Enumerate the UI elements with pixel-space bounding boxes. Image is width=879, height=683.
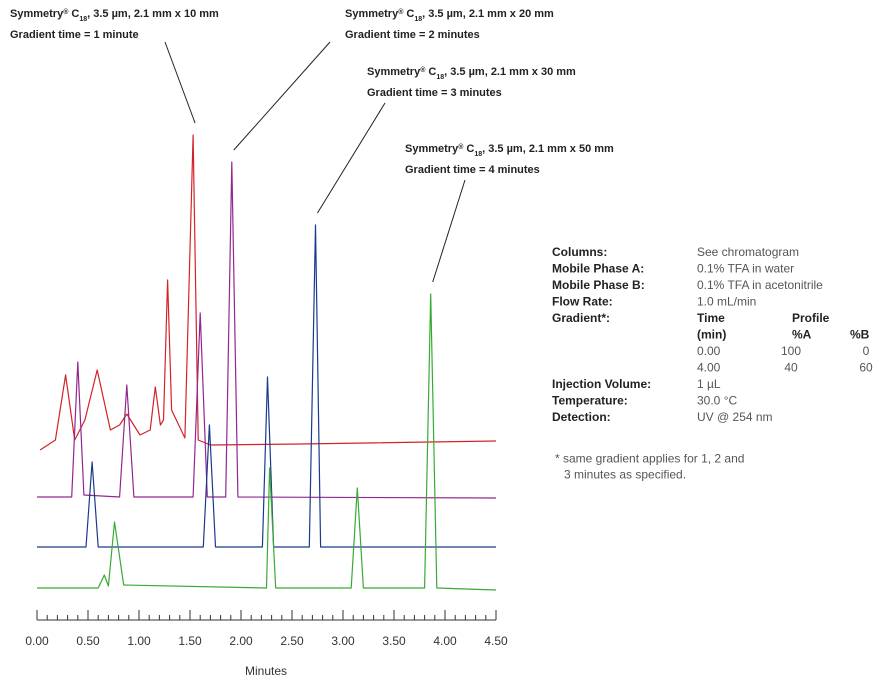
gradient-cell: 0 [863,344,870,358]
gradient-cell: 60 [859,361,873,375]
annotation-text: C [71,8,79,20]
annotation-text: C [466,143,474,155]
gradient-cell: 4.00 [697,361,721,375]
condition-value: 0.1% TFA in acetonitrile [697,278,823,292]
condition-label: Flow Rate: [552,295,613,309]
leader-line [164,41,196,124]
condition-value: 0.1% TFA in water [697,262,794,276]
condition-value: 1.0 mL/min [697,295,756,309]
gradient-cell: 40 [784,361,798,375]
gradient-header: Profile [792,311,830,325]
condition-value: 1 µL [697,377,721,391]
annotation: Gradient time = 4 minutes [405,164,540,176]
annotation-text: 18 [414,16,422,23]
x-tick-label: 2.00 [229,634,253,648]
annotation-text: C [406,8,414,20]
x-tick-label: 1.00 [127,634,151,648]
condition-value: UV @ 254 nm [697,410,773,424]
annotation: Gradient time = 3 minutes [367,87,502,99]
annotation-text: Symmetry [405,143,459,155]
trace [37,293,497,591]
gradient-header: %A [792,328,812,342]
condition-label: Columns: [552,245,607,259]
gradient-cell: 0.00 [697,344,721,358]
trace [37,161,497,499]
footnote: * same gradient applies for 1, 2 and [555,452,744,466]
condition-value: See chromatogram [697,245,799,259]
annotation: Symmetry® C18, 3.5 µm, 2.1 mm x 10 mm [10,8,219,23]
condition-label: Gradient*: [552,311,610,325]
leader-line [233,41,331,151]
condition-label: Mobile Phase B: [552,278,645,292]
annotation-text: Symmetry [10,8,64,20]
x-axis-title: Minutes [245,664,287,678]
annotation-text: ® [458,143,464,151]
annotation-text: Symmetry [367,66,421,78]
condition-label: Mobile Phase A: [552,262,644,276]
annotation: Gradient time = 1 minute [10,29,139,41]
x-tick-label: 2.50 [280,634,304,648]
leader-line [317,102,386,214]
condition-value: 30.0 °C [697,394,737,408]
annotation-text: , 3.5 µm, 2.1 mm x 30 mm [444,66,576,78]
annotation-text: , 3.5 µm, 2.1 mm x 20 mm [422,8,554,20]
annotation: Symmetry® C18, 3.5 µm, 2.1 mm x 20 mm [345,8,554,23]
leader-line [432,179,466,283]
condition-label: Injection Volume: [552,377,651,391]
annotation-text: 18 [436,74,444,81]
condition-label: Temperature: [552,394,628,408]
annotation-text: ® [63,8,69,16]
annotation-text: , 3.5 µm, 2.1 mm x 10 mm [87,8,219,20]
x-tick-label: 4.50 [484,634,508,648]
trace [37,224,496,548]
condition-label: Detection: [552,410,611,424]
annotation-text: Symmetry [345,8,399,20]
annotation: Symmetry® C18, 3.5 µm, 2.1 mm x 30 mm [367,66,576,81]
annotation: Gradient time = 2 minutes [345,29,480,41]
annotation-text: 18 [474,151,482,158]
x-tick-label: 4.00 [433,634,457,648]
x-tick-label: 3.00 [331,634,355,648]
annotation-text: ® [420,66,426,74]
annotation-text: 18 [79,16,87,23]
gradient-header: %B [850,328,870,342]
annotation: Symmetry® C18, 3.5 µm, 2.1 mm x 50 mm [405,143,614,158]
x-tick-label: 0.00 [25,634,49,648]
gradient-header: (min) [697,328,726,342]
annotation-text: , 3.5 µm, 2.1 mm x 50 mm [482,143,614,155]
trace [39,134,497,451]
annotation-text: ® [398,8,404,16]
footnote: 3 minutes as specified. [564,468,686,482]
annotation-text: C [428,66,436,78]
gradient-cell: 100 [781,344,801,358]
x-tick-label: 3.50 [382,634,406,648]
gradient-header: Time [697,311,725,325]
x-tick-label: 0.50 [76,634,100,648]
x-tick-label: 1.50 [178,634,202,648]
